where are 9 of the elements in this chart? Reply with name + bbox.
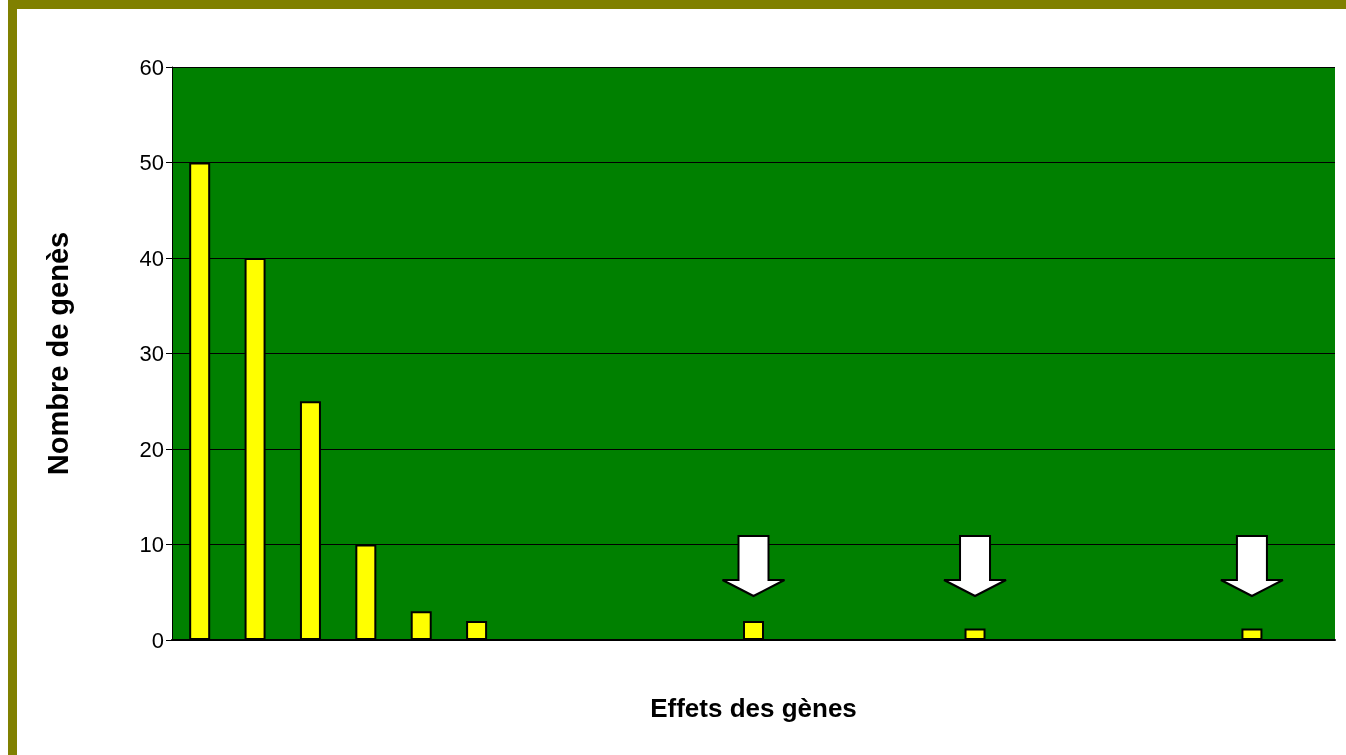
y-tick-label: 50 [139, 150, 164, 175]
y-tick-label: 0 [151, 627, 164, 653]
y-tick-label: 10 [139, 532, 164, 557]
y-tick-label: 60 [139, 54, 164, 80]
y-tick-label: 20 [139, 436, 164, 462]
x-axis-title: Effets des gènes [650, 693, 857, 723]
y-tick-label: 30 [139, 341, 164, 366]
y-axis-title: Nombre de genès [41, 231, 74, 476]
y-tick-label: 40 [139, 245, 164, 271]
